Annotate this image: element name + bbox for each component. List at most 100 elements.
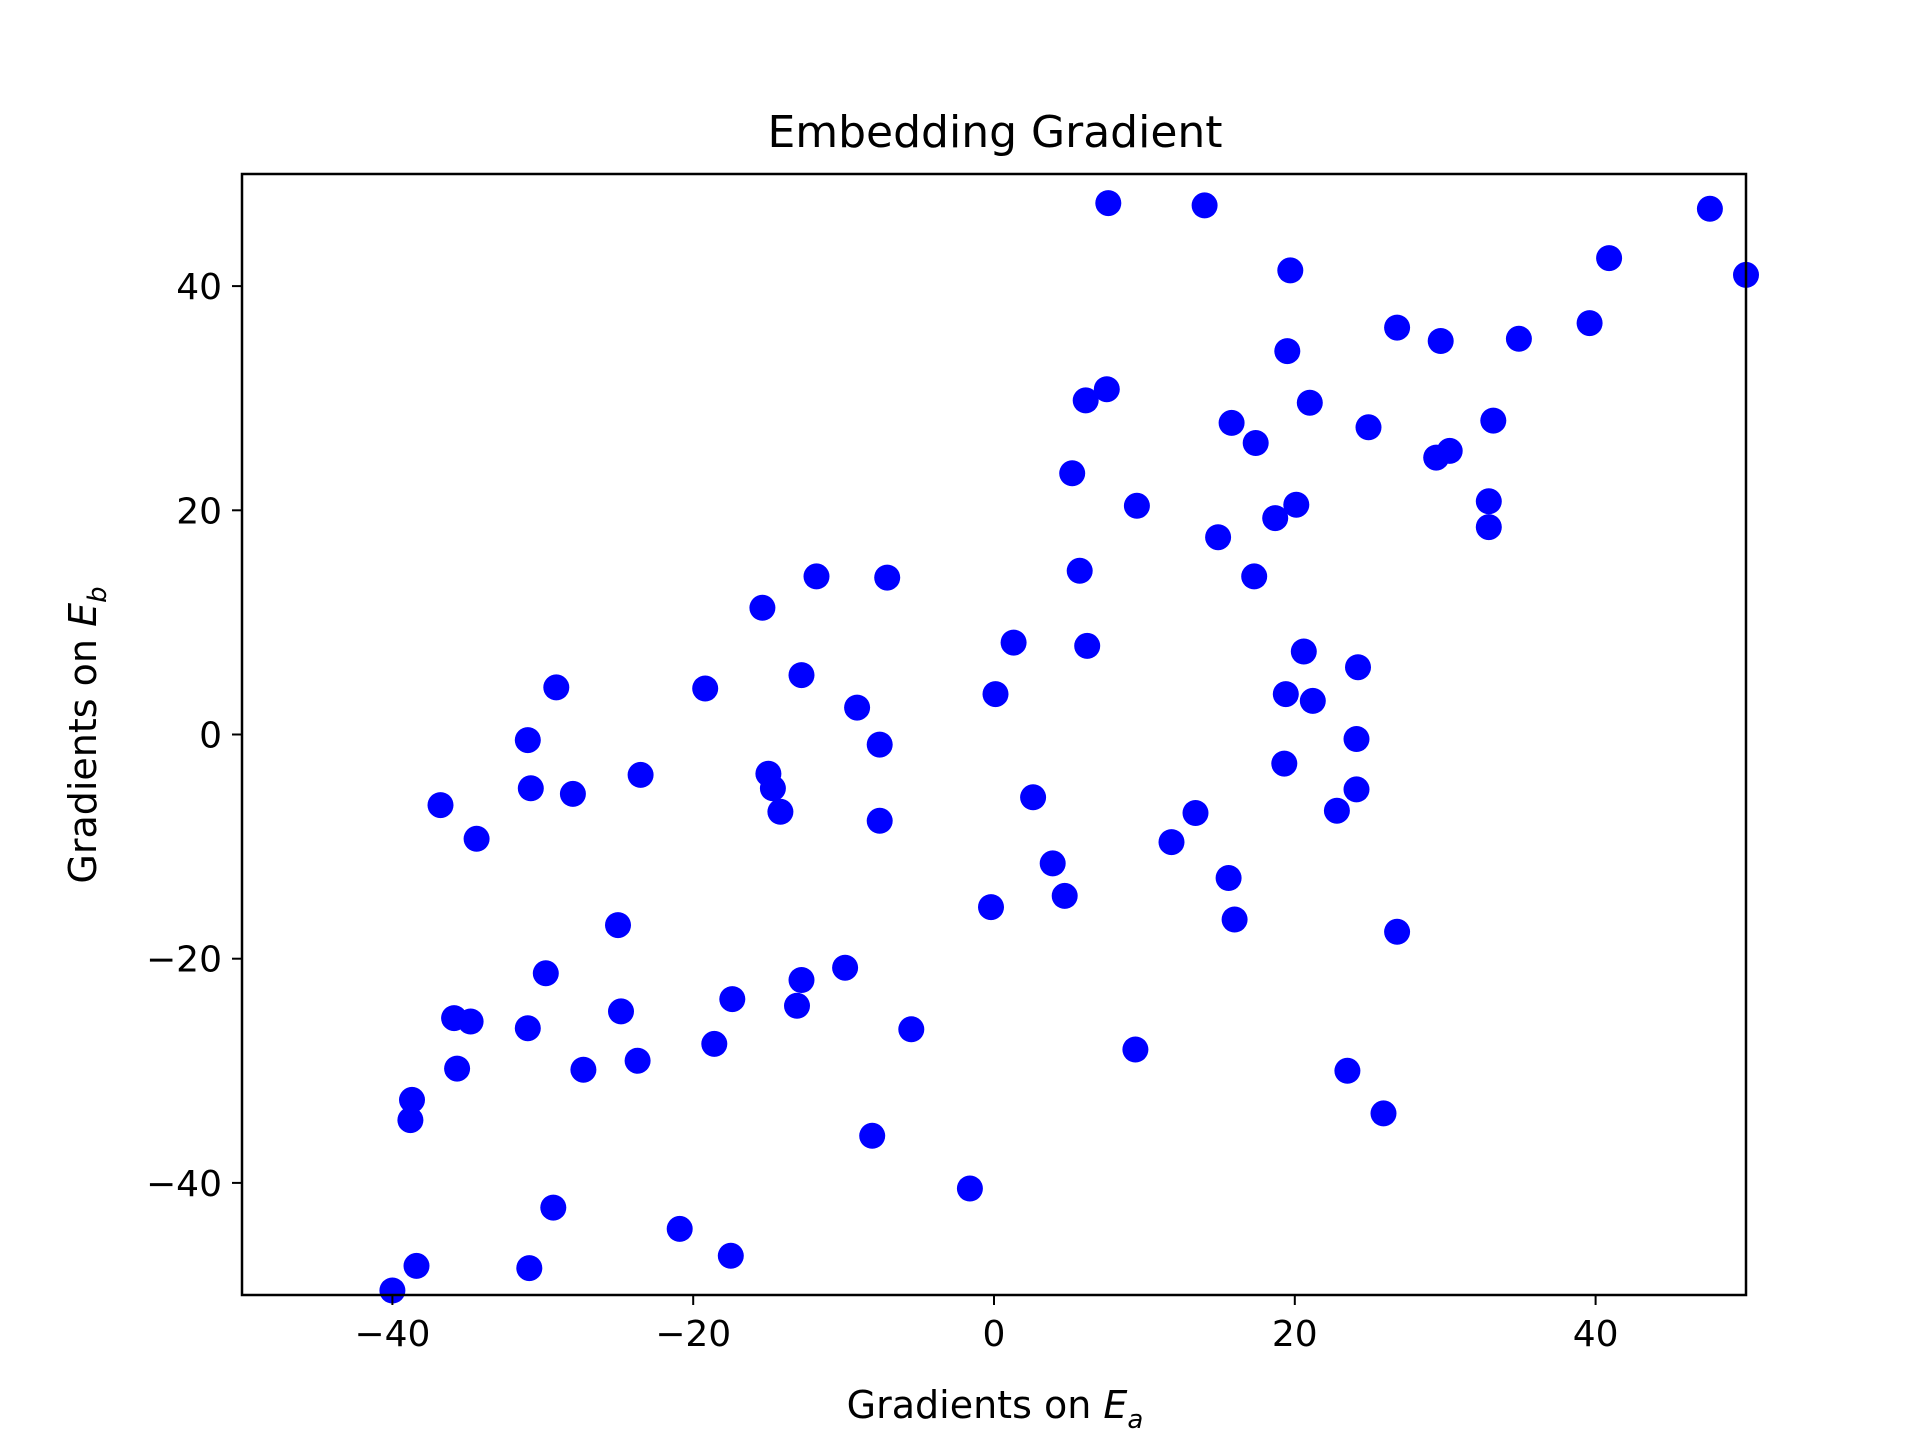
x-axis-label-sub: a — [1127, 1405, 1143, 1435]
data-point — [1274, 338, 1301, 365]
data-point — [1221, 906, 1248, 933]
x-tick-label: 40 — [1573, 1314, 1619, 1355]
data-point — [570, 1056, 597, 1083]
data-point — [1158, 829, 1185, 856]
data-point — [1384, 918, 1411, 945]
data-point — [540, 1194, 567, 1221]
chart-title: Embedding Gradient — [767, 107, 1222, 158]
data-point — [898, 1016, 925, 1043]
data-point — [457, 1008, 484, 1035]
y-tick-label: 0 — [199, 716, 222, 757]
data-point — [463, 825, 490, 852]
x-tick-label: −20 — [655, 1314, 731, 1355]
data-point — [1191, 192, 1218, 219]
data-point — [1299, 687, 1326, 714]
data-point — [1696, 195, 1723, 222]
data-point — [608, 998, 634, 1025]
data-point — [803, 563, 830, 590]
data-point — [978, 894, 1004, 921]
x-axis-label-text: Gradients on — [847, 1383, 1104, 1427]
data-point — [866, 731, 893, 758]
data-point — [1051, 882, 1078, 909]
data-point — [1182, 800, 1209, 826]
data-point — [1074, 632, 1101, 659]
data-point — [717, 1242, 744, 1269]
plot-frame — [240, 172, 1748, 1297]
data-point — [759, 775, 786, 802]
data-point — [784, 992, 810, 1019]
data-point — [514, 1015, 541, 1042]
data-point — [403, 1252, 430, 1279]
data-point — [788, 967, 815, 993]
data-point — [666, 1215, 693, 1242]
data-point — [624, 1047, 651, 1074]
data-point — [1345, 654, 1371, 681]
data-point — [397, 1107, 424, 1134]
data-point — [701, 1030, 728, 1057]
data-point — [692, 675, 719, 702]
data-point — [1384, 314, 1411, 341]
data-point — [427, 792, 454, 819]
x-axis-label-var: E — [1103, 1383, 1127, 1427]
data-point — [1122, 1036, 1149, 1063]
data-point — [516, 1255, 543, 1282]
data-point — [1093, 376, 1120, 403]
data-point — [1323, 797, 1350, 824]
x-axis-label: Gradients on Ea — [847, 1383, 1144, 1435]
x-axis-ticks: −40 −20 0 20 40 — [354, 1295, 1619, 1355]
data-point — [1480, 407, 1507, 434]
data-point — [1072, 387, 1099, 414]
y-axis-label-text: Gradients on — [61, 627, 105, 884]
data-point — [1370, 1100, 1397, 1127]
x-tick-label: 20 — [1272, 1314, 1318, 1355]
y-tick-label: 40 — [176, 267, 222, 308]
data-point — [749, 594, 776, 621]
data-point — [1283, 491, 1310, 518]
data-point — [1343, 776, 1370, 803]
x-tick-label: −40 — [354, 1314, 430, 1355]
data-point — [627, 761, 654, 788]
data-point — [788, 662, 815, 689]
data-point — [1039, 850, 1066, 877]
data-point — [605, 912, 631, 939]
data-point — [832, 954, 859, 981]
data-point — [1436, 437, 1463, 464]
data-point — [1095, 190, 1122, 217]
data-point — [874, 564, 901, 591]
data-point — [767, 798, 794, 825]
data-point — [1290, 638, 1317, 665]
data-point — [1334, 1057, 1361, 1084]
y-axis-label: Gradients on Eb — [61, 586, 113, 883]
x-tick-label: 0 — [983, 1314, 1006, 1355]
y-axis-label-var: E — [61, 603, 105, 627]
data-point — [1242, 430, 1269, 456]
data-point — [956, 1175, 983, 1202]
data-point — [444, 1055, 471, 1082]
data-point — [866, 807, 893, 834]
data-point — [844, 694, 871, 721]
data-point — [517, 775, 544, 802]
data-point — [1505, 325, 1532, 352]
data-points — [379, 190, 1759, 1304]
data-point — [1576, 310, 1603, 337]
y-tick-label: −20 — [146, 940, 222, 981]
y-tick-label: 20 — [176, 491, 222, 532]
data-point — [1475, 514, 1502, 541]
data-point — [1241, 563, 1268, 590]
y-axis-ticks: −40 −20 0 20 40 — [146, 267, 242, 1205]
data-point — [532, 960, 559, 987]
data-point — [1277, 257, 1304, 284]
data-point — [1475, 488, 1502, 515]
data-point — [1355, 414, 1382, 441]
data-point — [1066, 557, 1093, 584]
data-point — [399, 1086, 425, 1113]
data-point — [1262, 505, 1289, 532]
data-point — [559, 780, 586, 807]
data-point — [1271, 750, 1298, 777]
data-point — [1020, 784, 1047, 811]
data-point — [1218, 409, 1245, 436]
data-point — [982, 681, 1009, 708]
y-axis-label-sub: b — [83, 586, 113, 603]
data-point — [514, 727, 541, 754]
